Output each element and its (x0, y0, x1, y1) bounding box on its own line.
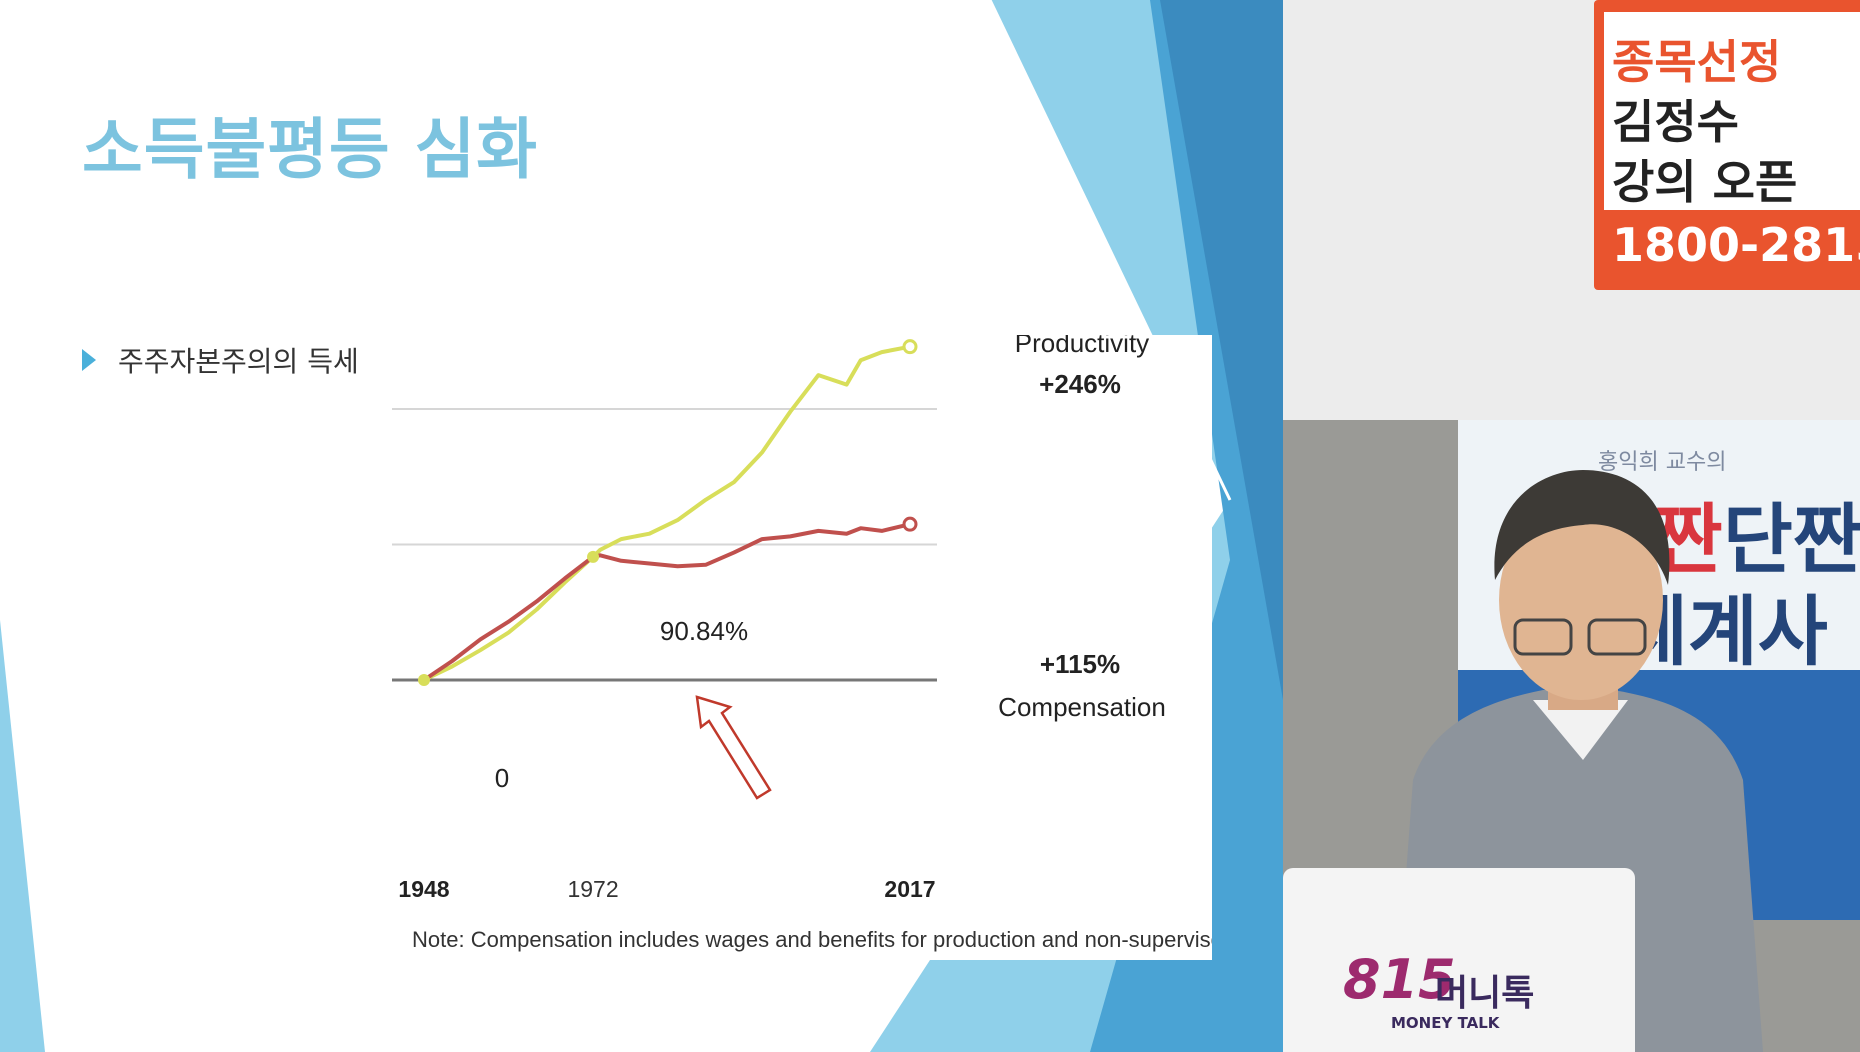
presenter-hair (1494, 470, 1670, 585)
deco-left-sliver (0, 620, 45, 1052)
ad-line-1: 종목선정 (1612, 35, 1782, 89)
logo-number: 815 (1343, 948, 1456, 1011)
series-markers (418, 339, 918, 686)
bullet-item: 주주자본주의의 득세 (82, 340, 359, 380)
start-value-label: 0 (495, 763, 509, 793)
x-tick-label: 2017 (884, 876, 935, 902)
productivity-change-label: +246% (1039, 369, 1121, 399)
glasses-icon-right (1587, 618, 1647, 656)
slide-title: 소득불평등 심화 (82, 111, 539, 188)
series-line-compensation (422, 522, 911, 682)
series-end-marker (902, 339, 918, 355)
ad-banner-text-area: 종목선정 김정수 강의 오픈 (1604, 12, 1860, 210)
series-lines (422, 344, 911, 682)
deco-dark-panel (1160, 0, 1283, 700)
chart-image: 0100200194819722017 0 90.84% Productivit… (392, 335, 1212, 960)
bullet-arrow-icon (82, 349, 96, 371)
presentation-slide: 소득불평등 심화 주주자본주의의 득세 0100200194819722017 … (0, 0, 1283, 1052)
start-marker (418, 674, 430, 686)
book-title-part-2: 단짠 (1722, 495, 1860, 584)
presenter-shirt (1533, 700, 1628, 760)
divergence-arrow-icon (695, 695, 772, 800)
peak-value-label: 90.84% (660, 616, 748, 646)
x-tick-label: 1972 (567, 876, 618, 902)
bullet-text: 주주자본주의의 득세 (118, 345, 359, 378)
productivity-label: Productivity (1015, 335, 1149, 358)
peak-marker (587, 550, 600, 563)
compensation-change-label: +115% (1040, 649, 1120, 679)
logo-english: MONEY TALK (1391, 1014, 1500, 1032)
glasses-icon (1513, 618, 1573, 656)
series-end-marker (902, 516, 918, 532)
compensation-label: Compensation (998, 692, 1166, 722)
book-author: 홍익희 교수의 (1598, 450, 1727, 475)
presenter-face (1499, 500, 1663, 700)
series-line-productivity (423, 344, 911, 682)
chart-note: Note: Compensation includes wages and be… (412, 927, 1212, 952)
ad-banner[interactable]: 종목선정 김정수 강의 오픈 1800-2815 (1594, 0, 1860, 290)
laptop-logo-card: 815 머니톡 MONEY TALK (1283, 868, 1635, 1052)
x-tick-label: 1948 (398, 876, 449, 902)
gridlines (392, 408, 937, 682)
axis-ticks: 0100200194819722017 (398, 876, 935, 902)
video-panel: 종목선정 김정수 강의 오픈 1800-2815 홍익희 교수의 단짠단짠 세계… (1283, 0, 1860, 1052)
logo-korean: 머니톡 (1435, 973, 1535, 1014)
ad-line-3: 강의 오픈 (1612, 155, 1798, 209)
ad-phone-number: 1800-2815 (1612, 218, 1860, 272)
ad-line-2: 김정수 (1612, 95, 1739, 149)
line-chart: 0100200194819722017 0 90.84% Productivit… (392, 335, 1212, 952)
